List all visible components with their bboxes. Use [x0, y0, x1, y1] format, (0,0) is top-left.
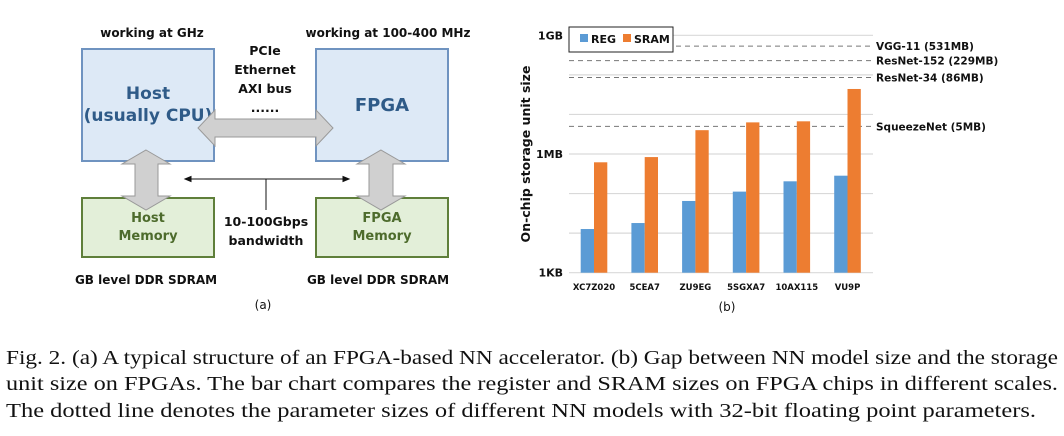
bar-reg	[580, 229, 594, 273]
reference-line-label: ResNet-152 (229MB)	[876, 56, 998, 68]
host-memory-arrow	[120, 149, 172, 211]
bar-reg	[631, 223, 645, 273]
x-tick-label: ZU9EG	[680, 283, 712, 293]
host-subtitle: (usually CPU)	[83, 106, 213, 126]
fpga-frequency-label: working at 100-400 MHz	[305, 26, 471, 40]
x-tick-label: XC7Z020	[573, 283, 615, 293]
x-ticks: XC7Z020 5CEA7 ZU9EG 5SGXA7 10AX115 VU9P	[573, 283, 860, 293]
host-fpga-bus-arrow	[197, 108, 334, 148]
interface-pcie: PCIe	[249, 43, 281, 58]
bars	[580, 88, 861, 273]
storage-bar-chart: VGG-11 (531MB) ResNet-152 (229MB) ResNet-3…	[518, 26, 998, 314]
fpga-memory-box: FPGA Memory	[315, 197, 449, 258]
interface-more: ......	[250, 100, 280, 115]
x-tick-label: 5SGXA7	[727, 283, 765, 293]
x-tick-label: VU9P	[835, 283, 861, 293]
bar-sram	[847, 88, 861, 273]
bar-sram	[644, 157, 658, 273]
bar-sram	[594, 162, 608, 273]
host-dram-label: GB level DDR SDRAM	[74, 273, 218, 287]
bar-reg	[732, 191, 747, 273]
fpga-memory-label: FPGA	[362, 210, 402, 226]
fpga-memory-label: Memory	[352, 228, 412, 244]
y-axis-label: On-chip storage unit size	[518, 66, 533, 243]
legend: REG SRAM	[568, 26, 674, 53]
legend-swatch-sram	[623, 34, 631, 42]
y-ticks: 1KB 1MB 1GB	[536, 29, 563, 279]
y-tick-label: 1KB	[538, 267, 563, 280]
legend-reg: REG	[591, 33, 616, 46]
sublabel-a: (a)	[254, 298, 272, 312]
bar-reg	[783, 181, 797, 273]
y-tick-label: 1GB	[538, 29, 563, 42]
sublabel-b: (b)	[719, 300, 736, 314]
diagram-arrows	[120, 108, 407, 211]
host-memory-label: Host	[131, 210, 165, 226]
caption-line-1: Fig. 2. (a) A typical structure of an FP…	[6, 348, 1058, 369]
bandwidth-value: 10-100Gbps	[223, 214, 309, 229]
caption-line-3: The dotted line denotes the parameter si…	[6, 401, 1036, 422]
bar-reg	[682, 200, 696, 273]
interface-ethernet: Ethernet	[234, 62, 296, 77]
reference-lines: VGG-11 (531MB) ResNet-152 (229MB) ResNet-3…	[569, 41, 998, 133]
host-title: Host	[125, 84, 171, 104]
x-tick-label: 10AX115	[775, 283, 818, 293]
host-frequency-label: working at GHz	[100, 26, 204, 40]
legend-swatch-reg	[580, 34, 588, 42]
caption-line-2: unit size on FPGAs. The bar chart compar…	[6, 374, 1058, 395]
fpga-memory-arrow	[355, 149, 407, 211]
y-tick-label: 1MB	[536, 148, 563, 161]
reference-line-label: ResNet-34 (86MB)	[876, 72, 984, 84]
bandwidth-label: 10-100Gbps bandwidth	[224, 212, 308, 250]
fpga-box: FPGA	[315, 48, 449, 162]
host-box: Host (usually CPU)	[81, 48, 215, 162]
bar-reg	[834, 175, 848, 273]
legend-sram: SRAM	[634, 33, 670, 46]
interface-axi: AXI bus	[238, 81, 292, 96]
fpga-title: FPGA	[354, 94, 410, 116]
bar-sram	[796, 121, 811, 273]
bandwidth-word: bandwidth	[228, 233, 304, 248]
gridlines	[569, 34, 873, 274]
fpga-dram-label: GB level DDR SDRAM	[306, 273, 450, 287]
bar-sram	[746, 122, 760, 273]
bandwidth-arrow	[183, 175, 351, 210]
interface-list: PCIe Ethernet AXI bus ......	[234, 41, 295, 117]
reference-line-label: SqueezeNet (5MB)	[876, 121, 986, 133]
reference-line-label: VGG-11 (531MB)	[876, 41, 974, 53]
host-memory-label: Memory	[118, 228, 178, 244]
x-tick-label: 5CEA7	[629, 283, 660, 293]
bar-sram	[695, 130, 709, 273]
